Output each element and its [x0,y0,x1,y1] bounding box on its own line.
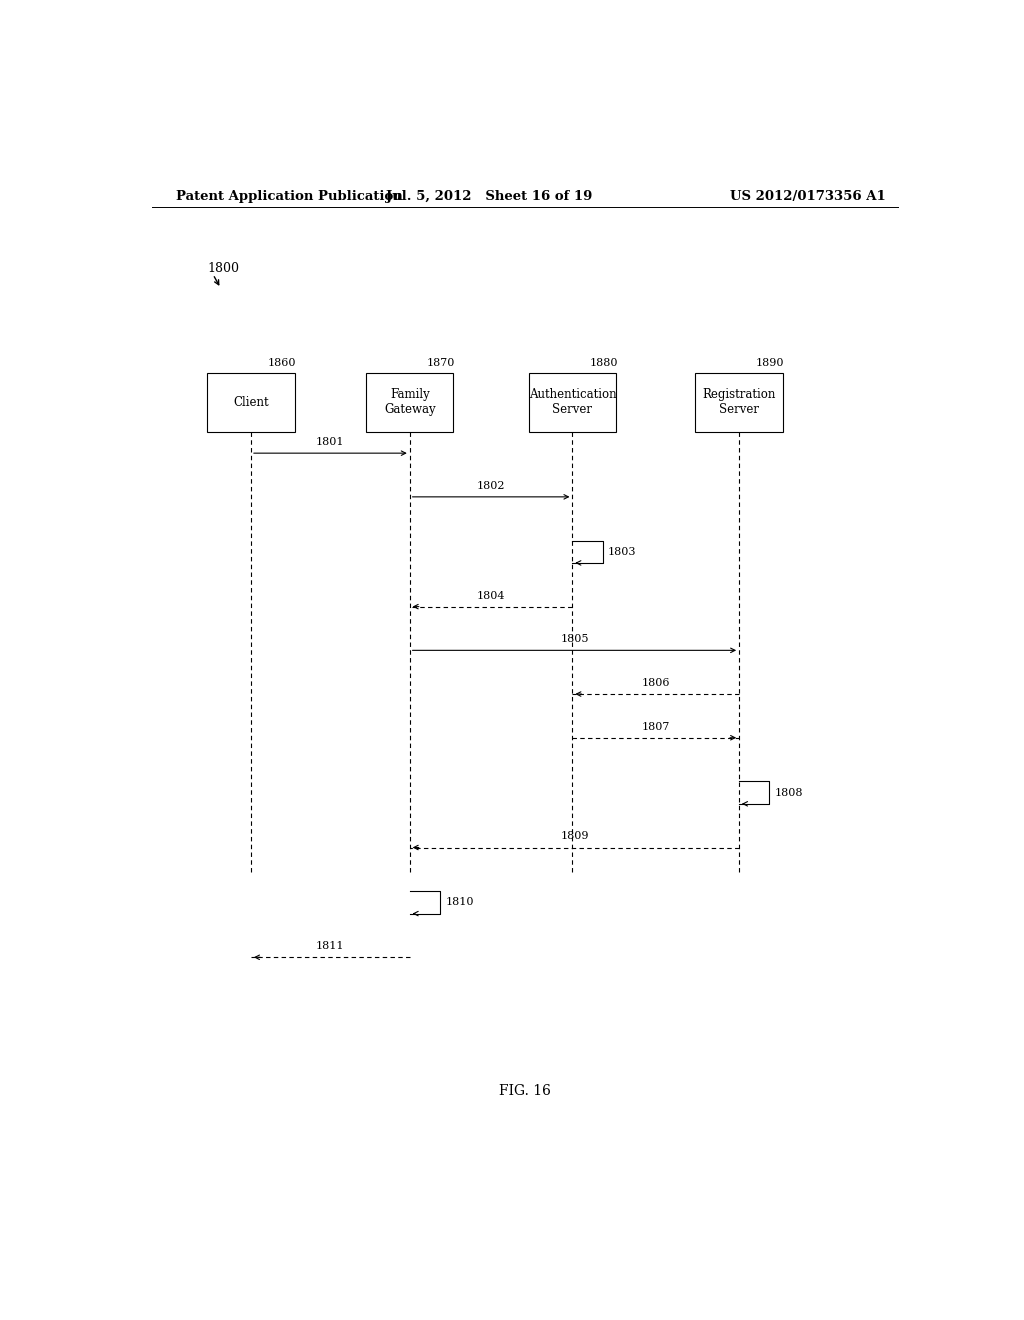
Text: 1860: 1860 [267,358,296,368]
Text: 1880: 1880 [589,358,617,368]
Text: 1810: 1810 [445,898,474,907]
Text: 1808: 1808 [775,788,803,797]
Text: Jul. 5, 2012   Sheet 16 of 19: Jul. 5, 2012 Sheet 16 of 19 [386,190,592,202]
Bar [207,372,295,432]
Text: Client: Client [233,396,269,409]
Text: Registration
Server: Registration Server [702,388,776,416]
Text: Authentication
Server: Authentication Server [528,388,616,416]
Text: US 2012/0173356 A1: US 2012/0173356 A1 [730,190,886,202]
Text: 1870: 1870 [427,358,455,368]
Text: 1802: 1802 [477,480,505,491]
Text: 1803: 1803 [608,546,637,557]
Text: FIG. 16: FIG. 16 [499,1085,551,1098]
Text: 1806: 1806 [641,678,670,688]
Text: Patent Application Publication: Patent Application Publication [176,190,402,202]
Text: 1890: 1890 [756,358,784,368]
Text: 1807: 1807 [642,722,670,731]
Text: 1809: 1809 [560,832,589,841]
Bar [528,372,616,432]
Text: 1801: 1801 [316,437,345,447]
Text: 1811: 1811 [316,941,345,952]
Text: 1804: 1804 [477,590,505,601]
Text: Family
Gateway: Family Gateway [384,388,435,416]
Bar [367,372,454,432]
Text: 1800: 1800 [207,261,240,275]
Text: 1805: 1805 [560,634,589,644]
Bar [695,372,782,432]
